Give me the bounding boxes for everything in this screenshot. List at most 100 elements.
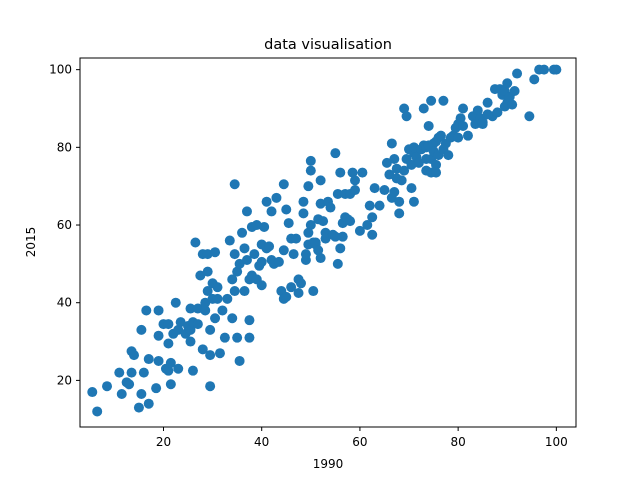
data-point bbox=[219, 332, 230, 343]
data-point bbox=[143, 354, 154, 365]
data-point bbox=[210, 313, 221, 324]
data-point bbox=[313, 245, 324, 256]
data-point bbox=[234, 355, 245, 366]
data-point bbox=[325, 202, 336, 213]
data-point bbox=[379, 185, 390, 196]
data-point bbox=[435, 130, 446, 141]
data-point bbox=[396, 175, 407, 186]
data-point bbox=[408, 196, 419, 207]
data-point bbox=[367, 229, 378, 240]
data-point bbox=[509, 86, 520, 97]
data-point bbox=[102, 381, 113, 392]
data-point bbox=[256, 280, 267, 291]
data-point bbox=[524, 111, 535, 122]
data-point bbox=[192, 319, 203, 330]
x-tick-label: 60 bbox=[352, 435, 367, 449]
data-point bbox=[271, 192, 282, 203]
data-point bbox=[512, 68, 523, 79]
data-point bbox=[153, 355, 164, 366]
data-point bbox=[244, 315, 255, 326]
data-point bbox=[163, 319, 174, 330]
y-tick-label: 80 bbox=[57, 140, 72, 154]
data-point bbox=[283, 218, 294, 229]
data-point bbox=[241, 206, 252, 217]
y-tick-label: 20 bbox=[57, 373, 72, 387]
x-tick-label: 80 bbox=[450, 435, 465, 449]
data-point bbox=[281, 291, 292, 302]
data-point bbox=[202, 286, 213, 297]
data-point bbox=[286, 282, 297, 293]
data-point bbox=[399, 103, 410, 114]
data-point bbox=[305, 165, 316, 176]
data-point bbox=[335, 243, 346, 254]
data-point bbox=[237, 227, 248, 238]
data-point bbox=[364, 200, 375, 211]
data-point bbox=[264, 241, 275, 252]
data-point bbox=[212, 293, 223, 304]
data-point bbox=[389, 187, 400, 198]
data-point bbox=[295, 278, 306, 289]
data-point bbox=[138, 367, 149, 378]
data-point bbox=[244, 332, 255, 343]
data-point bbox=[229, 286, 240, 297]
data-point bbox=[197, 344, 208, 355]
data-point bbox=[389, 153, 400, 164]
data-point bbox=[443, 150, 454, 161]
data-point bbox=[141, 305, 152, 316]
y-axis-label: 2015 bbox=[24, 227, 38, 258]
data-point bbox=[185, 336, 196, 347]
data-point bbox=[426, 95, 437, 106]
data-point bbox=[529, 74, 540, 85]
data-point bbox=[153, 305, 164, 316]
data-point bbox=[133, 402, 144, 413]
data-point bbox=[202, 266, 213, 277]
data-point bbox=[185, 303, 196, 314]
data-point bbox=[310, 237, 321, 248]
data-point bbox=[227, 274, 238, 285]
data-point bbox=[482, 109, 493, 120]
data-point bbox=[185, 324, 196, 335]
data-point bbox=[298, 208, 309, 219]
data-point bbox=[136, 324, 147, 335]
data-point bbox=[345, 216, 356, 227]
data-point bbox=[187, 365, 198, 376]
data-point bbox=[332, 188, 343, 199]
data-point bbox=[291, 233, 302, 244]
data-point bbox=[362, 220, 373, 231]
data-point bbox=[332, 258, 343, 269]
data-point bbox=[205, 350, 216, 361]
data-point bbox=[256, 256, 267, 267]
data-point bbox=[227, 313, 238, 324]
points-layer bbox=[87, 64, 562, 417]
data-point bbox=[337, 231, 348, 242]
data-point bbox=[357, 167, 368, 178]
data-point bbox=[200, 305, 211, 316]
data-point bbox=[308, 286, 319, 297]
data-point bbox=[92, 406, 103, 417]
data-point bbox=[273, 256, 284, 267]
data-point bbox=[241, 254, 252, 265]
data-point bbox=[232, 332, 243, 343]
data-point bbox=[315, 175, 326, 186]
data-point bbox=[300, 249, 311, 260]
data-point bbox=[87, 387, 98, 398]
data-point bbox=[278, 245, 289, 256]
data-point bbox=[472, 105, 483, 116]
data-point bbox=[210, 247, 221, 258]
data-point bbox=[249, 249, 260, 260]
data-point bbox=[347, 167, 358, 178]
data-point bbox=[281, 204, 292, 215]
data-point bbox=[205, 381, 216, 392]
data-point bbox=[163, 338, 174, 349]
data-point bbox=[116, 388, 127, 399]
data-point bbox=[458, 120, 469, 131]
data-point bbox=[212, 282, 223, 293]
data-point bbox=[335, 167, 346, 178]
data-point bbox=[453, 132, 464, 143]
y-tick-label: 40 bbox=[57, 296, 72, 310]
data-point bbox=[165, 379, 176, 390]
data-point bbox=[431, 159, 442, 170]
data-point bbox=[136, 388, 147, 399]
data-point bbox=[455, 113, 466, 124]
